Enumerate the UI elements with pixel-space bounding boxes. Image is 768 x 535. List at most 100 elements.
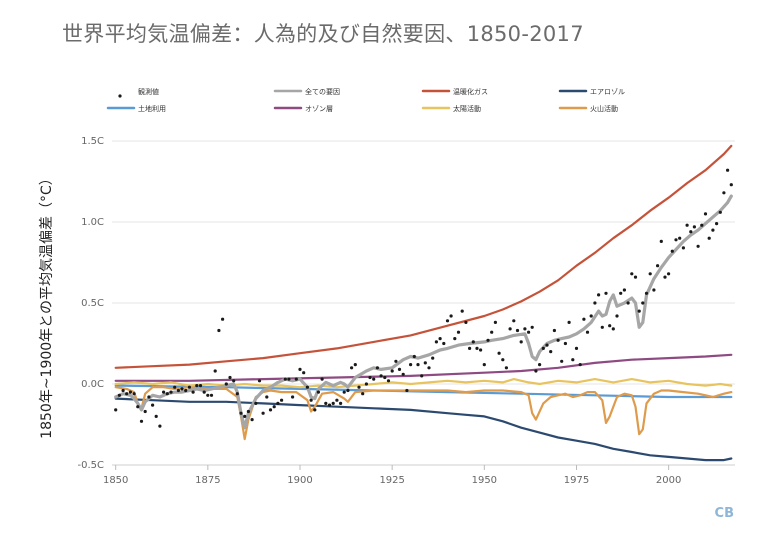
x-tick-label: 2000 [656,475,681,486]
series-line [114,397,733,462]
observation-point [342,390,346,394]
observation-point [456,330,461,334]
observation-point [386,379,391,383]
observation-point [232,379,236,383]
observation-point [221,317,225,321]
x-tick-label: 1900 [287,475,312,486]
observation-point [585,330,590,334]
observation-point [637,309,641,313]
observation-point [630,272,634,276]
observation-point [512,319,516,323]
observation-point [490,330,494,334]
observation-point [132,392,136,396]
x-tick-label: 1850 [103,475,128,486]
observation-point [383,375,387,380]
observation-point [151,403,155,407]
legend-label: オゾン層 [305,105,333,113]
observation-point [471,340,475,344]
observation-point [420,374,424,378]
series-line [114,353,733,382]
observation-point [578,363,582,367]
legend-label: 土地利用 [138,104,166,113]
observation-point [449,314,453,318]
observation-point [397,367,402,371]
x-tick-label: 1925 [379,475,404,486]
observation-point [527,330,531,334]
observation-point [567,320,571,324]
observation-point [508,327,512,331]
observation-point [405,388,409,393]
observation-point [434,340,438,344]
observation-point [711,228,715,232]
legend-label: 火山活動 [590,104,618,113]
observation-point [563,341,568,346]
observation-point [497,351,501,355]
observation-point [729,183,733,187]
observation-point [670,249,674,253]
observation-point [656,264,660,268]
observation-point [176,388,180,393]
observation-point [139,419,144,423]
observation-point [198,384,203,388]
observation-point [685,223,689,227]
observation-point [545,343,549,347]
observation-point [486,338,490,342]
observation-point [309,398,313,402]
observation-point [372,377,376,381]
y-tick-label: 1.0C [81,217,104,228]
observation-point [128,390,132,394]
observation-point [703,212,708,216]
observation-point [652,288,656,292]
observation-point [187,385,191,389]
observation-point [280,398,284,402]
observation-point [331,401,335,405]
observation-point [445,319,450,323]
observation-point [722,191,726,195]
observation-point [523,327,527,331]
observation-point [604,291,608,295]
observation-point [283,377,287,381]
observation-point [626,301,630,305]
observation-point [213,369,217,373]
observation-point [261,411,265,415]
observation-point [663,275,667,279]
observation-point [541,346,545,350]
series-line [114,386,733,441]
observation-point [633,275,638,279]
observation-point [173,385,177,389]
observation-point [320,377,324,381]
observation-point [165,392,169,396]
observation-point [390,369,394,373]
observation-point [593,301,597,305]
y-tick-label: 0.0C [81,379,104,390]
observation-point [246,409,250,414]
observation-point [143,409,147,414]
observation-point [224,382,228,386]
observation-point [169,390,173,394]
observation-point [379,374,383,378]
observation-point [250,418,254,422]
observation-point [589,314,593,318]
x-tick-label: 1975 [564,475,589,486]
observation-point [549,350,553,354]
observation-point [136,405,140,409]
observation-point [191,390,195,394]
legend-label: 全ての要因 [305,87,340,96]
observation-point [298,367,302,371]
observation-point [276,401,280,405]
y-tick-label: -0.5C [78,460,105,471]
observation-point [368,375,372,380]
observation-point [217,328,221,333]
observation-point [324,401,328,405]
observation-point [243,414,247,418]
observation-point [519,340,523,344]
observation-point [560,359,564,363]
observation-point [228,375,232,380]
observation-point [147,395,151,399]
observation-point [316,390,320,394]
observation-point [726,168,730,172]
observation-point [644,291,649,295]
observation-point [346,388,350,393]
observation-point [427,366,431,370]
